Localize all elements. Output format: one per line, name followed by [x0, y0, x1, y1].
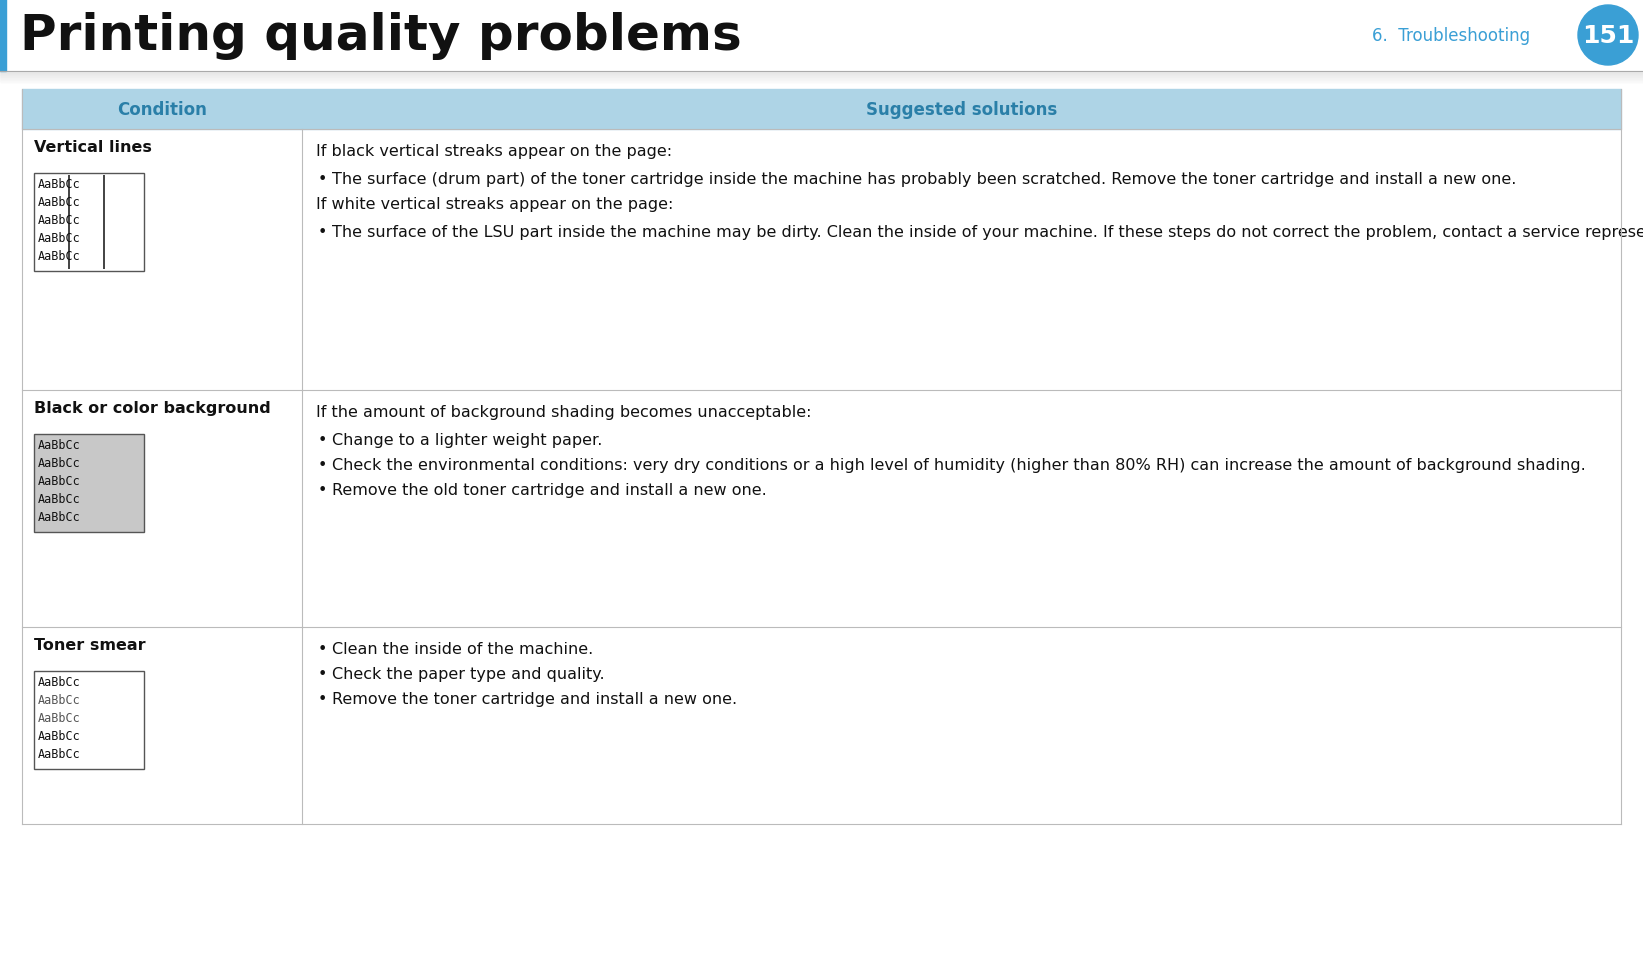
Text: •: • [317, 225, 327, 240]
Text: •: • [317, 482, 327, 497]
Text: •: • [317, 691, 327, 706]
Circle shape [1577, 6, 1638, 66]
Text: Change to a lighter weight paper.: Change to a lighter weight paper. [332, 433, 603, 448]
Bar [35, 435, 145, 533]
Text: •: • [317, 666, 327, 681]
Bar [0, 81, 1643, 82]
Bar [0, 0, 1643, 71]
Bar [35, 671, 145, 769]
Text: AaBbCc: AaBbCc [38, 195, 81, 209]
Bar [0, 75, 1643, 76]
Text: Suggested solutions: Suggested solutions [866, 101, 1056, 119]
Text: Remove the old toner cartridge and install a new one.: Remove the old toner cartridge and insta… [332, 482, 767, 497]
Bar [0, 80, 1643, 81]
Text: AaBbCc: AaBbCc [38, 178, 81, 191]
Text: If the amount of background shading becomes unacceptable:: If the amount of background shading beco… [315, 405, 812, 419]
Text: 151: 151 [1582, 24, 1635, 48]
Text: The surface (drum part) of the toner cartridge inside the machine has probably b: The surface (drum part) of the toner car… [332, 172, 1516, 187]
Text: Printing quality problems: Printing quality problems [20, 12, 741, 60]
Bar [21, 627, 1622, 824]
Text: The surface of the LSU part inside the machine may be dirty. Clean the inside of: The surface of the LSU part inside the m… [332, 225, 1643, 240]
Bar [35, 173, 145, 272]
Text: •: • [317, 457, 327, 473]
Text: Check the environmental conditions: very dry conditions or a high level of humid: Check the environmental conditions: very… [332, 457, 1585, 473]
Bar [0, 82, 1643, 83]
Bar [0, 77, 1643, 78]
Text: AaBbCc: AaBbCc [38, 693, 81, 706]
Text: AaBbCc: AaBbCc [38, 711, 81, 724]
Text: Vertical lines: Vertical lines [35, 140, 151, 154]
Text: •: • [317, 641, 327, 657]
Text: •: • [317, 172, 327, 187]
Text: Remove the toner cartridge and install a new one.: Remove the toner cartridge and install a… [332, 691, 738, 706]
Text: AaBbCc: AaBbCc [38, 676, 81, 688]
Text: Black or color background: Black or color background [35, 400, 271, 416]
Text: AaBbCc: AaBbCc [38, 250, 81, 263]
Bar [0, 73, 1643, 74]
Text: AaBbCc: AaBbCc [38, 475, 81, 488]
Text: Condition: Condition [117, 101, 207, 119]
Bar [21, 391, 1622, 627]
Bar [0, 79, 1643, 80]
Text: Clean the inside of the machine.: Clean the inside of the machine. [332, 641, 593, 657]
Text: AaBbCc: AaBbCc [38, 456, 81, 470]
Text: Check the paper type and quality.: Check the paper type and quality. [332, 666, 605, 681]
Bar [0, 78, 1643, 79]
Bar [0, 83, 1643, 84]
Text: AaBbCc: AaBbCc [38, 511, 81, 523]
Text: AaBbCc: AaBbCc [38, 493, 81, 505]
Bar [21, 90, 1622, 130]
Text: 6.  Troubleshooting: 6. Troubleshooting [1372, 27, 1530, 45]
Bar [0, 74, 1643, 75]
Text: If white vertical streaks appear on the page:: If white vertical streaks appear on the … [315, 196, 674, 212]
Text: AaBbCc: AaBbCc [38, 213, 81, 227]
Text: AaBbCc: AaBbCc [38, 232, 81, 245]
Bar [0, 71, 1643, 73]
Bar [0, 0, 7, 71]
Text: AaBbCc: AaBbCc [38, 438, 81, 452]
Text: •: • [317, 433, 327, 448]
Text: If black vertical streaks appear on the page:: If black vertical streaks appear on the … [315, 144, 672, 159]
Text: Toner smear: Toner smear [35, 638, 146, 652]
Bar [21, 130, 1622, 391]
Bar [0, 76, 1643, 77]
Text: AaBbCc: AaBbCc [38, 729, 81, 742]
Text: AaBbCc: AaBbCc [38, 747, 81, 760]
